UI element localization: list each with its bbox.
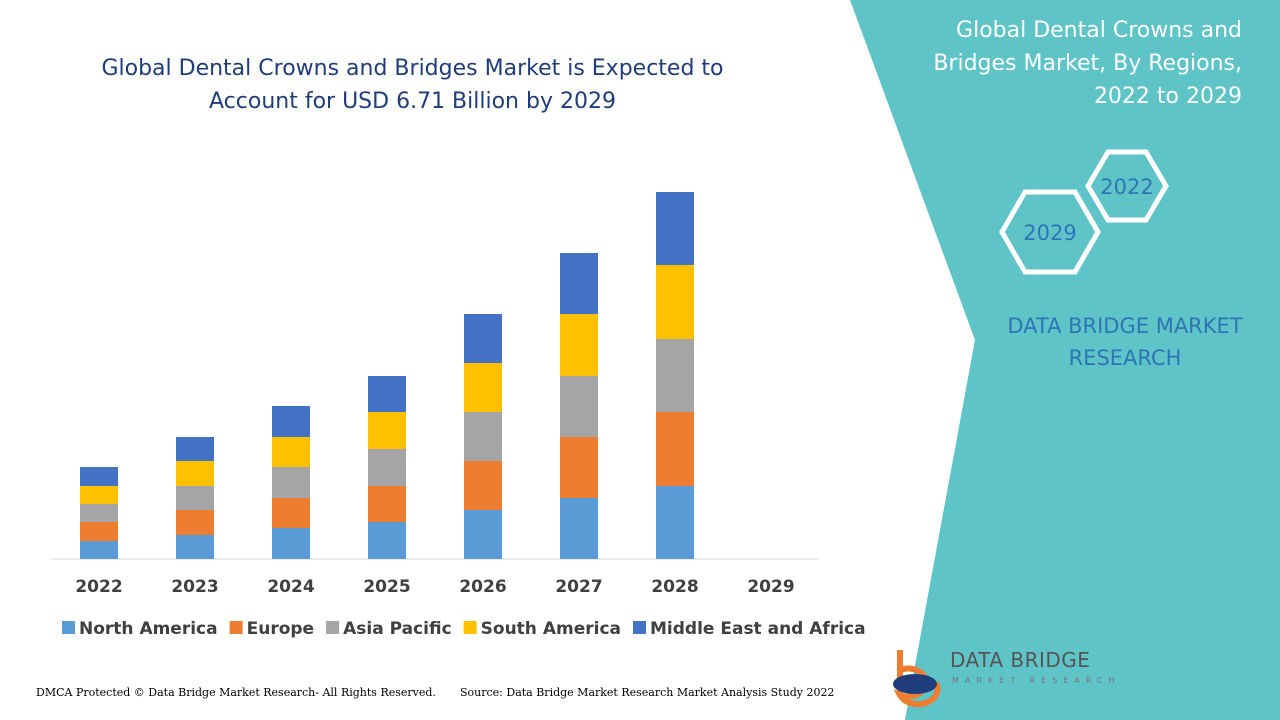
bar-segment [656, 486, 694, 559]
bar-segment [368, 412, 406, 449]
bar-segment [272, 467, 310, 498]
bar-segment [272, 437, 310, 467]
copyright: DMCA Protected © Data Bridge Market Rese… [36, 686, 436, 699]
bar-segment [464, 412, 502, 461]
bar-segment [656, 339, 694, 412]
bar-segment [176, 535, 214, 559]
bar-segment [464, 363, 502, 412]
x-tick-label: 2029 [747, 577, 794, 597]
bar-segment [368, 376, 406, 412]
source: Source: Data Bridge Market Research Mark… [460, 686, 835, 699]
legend-swatch [633, 621, 646, 634]
bar-segment [560, 437, 598, 498]
legend-swatch [62, 621, 75, 634]
bar-segment [464, 461, 502, 510]
legend-label: Asia Pacific [343, 619, 452, 639]
bar-segment [656, 265, 694, 339]
bar-segment [656, 412, 694, 486]
bar-segment [80, 541, 118, 559]
x-tick-label: 2022 [75, 577, 122, 597]
bar-segment [560, 498, 598, 559]
bar-segment [464, 510, 502, 559]
bar-segment [368, 522, 406, 559]
x-tick-label: 2023 [171, 577, 218, 597]
hexagon-label: 2022 [1100, 175, 1153, 199]
bar-segment [560, 314, 598, 376]
bar-segment [176, 510, 214, 535]
legend-label: North America [79, 619, 218, 639]
bar-segment [80, 486, 118, 504]
legend-label: South America [481, 619, 621, 639]
bar-segment [80, 467, 118, 486]
bar-segment [272, 406, 310, 437]
side-title: Global Dental Crowns and Bridges Market,… [933, 18, 1242, 109]
bar-segment [656, 192, 694, 265]
bar-segment [272, 528, 310, 559]
bar-segment [176, 437, 214, 461]
chart-title: Global Dental Crowns and Bridges Market … [101, 56, 724, 114]
legend-swatch [463, 621, 477, 634]
x-tick-label: 2026 [459, 577, 506, 597]
bar-segment [176, 461, 214, 486]
legend-label: Europe [247, 619, 314, 639]
legend-label: Middle East and Africa [650, 619, 866, 639]
bar-segment [176, 486, 214, 510]
bar-segment [80, 504, 118, 522]
bar-segment [464, 314, 502, 363]
hexagon [999, 189, 1101, 275]
legend-swatch [326, 621, 340, 634]
bar-segment [560, 376, 598, 437]
bar-segment [368, 449, 406, 486]
bar-segment [368, 486, 406, 522]
brand: DATA BRIDGE MARKET RESEARCH [1007, 314, 1243, 370]
x-tick-label: 2024 [267, 577, 314, 597]
x-tick-label: 2028 [651, 577, 698, 597]
logo-mark [893, 674, 937, 694]
logo-text: DATA BRIDGE [950, 648, 1091, 672]
legend-swatch [229, 621, 243, 634]
logo-subtext: MARKET RESEARCH [952, 676, 1121, 685]
hexagon [1085, 149, 1169, 223]
x-tick-label: 2025 [363, 577, 410, 597]
hexagon-label: 2029 [1023, 221, 1076, 245]
x-tick-label: 2027 [555, 577, 602, 597]
bar-segment [80, 522, 118, 541]
bar-segment [560, 253, 598, 314]
side-panel-bg [850, 0, 1280, 720]
bar-segment [272, 498, 310, 528]
